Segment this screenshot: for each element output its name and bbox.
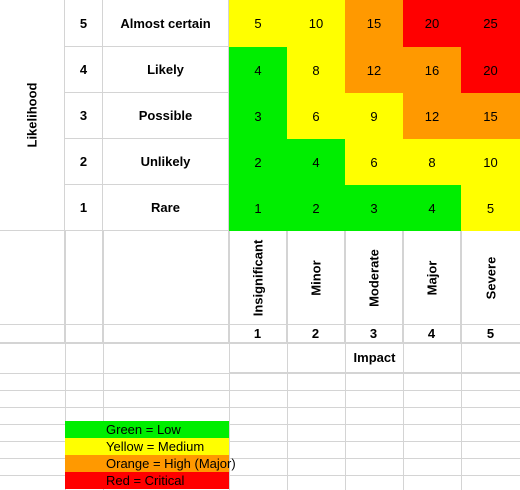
legend-swatch	[65, 472, 103, 489]
gridline-row	[0, 441, 520, 442]
risk-matrix: 5 10 15 20 25 4 8 12 16 20 3 6 9 12 15 2 4 6 8 10 1 2 3 4 5	[229, 0, 520, 231]
empty-cell	[103, 325, 229, 343]
gridline-col	[345, 231, 346, 490]
impact-label: Minor	[308, 259, 323, 296]
likelihood-axis-cell: Likelihood	[0, 0, 65, 231]
impact-number: 2	[287, 325, 345, 343]
risk-score-cell: 12	[345, 47, 403, 93]
risk-score-cell: 8	[403, 139, 461, 185]
gridline-col	[65, 231, 66, 490]
likelihood-number: 4	[65, 47, 103, 93]
gridline-row	[0, 407, 520, 408]
gridline-row	[0, 424, 520, 425]
legend-band	[103, 438, 229, 455]
risk-score-cell: 10	[461, 139, 520, 185]
gridline-col	[403, 231, 404, 490]
impact-label-cell: Insignificant	[229, 231, 287, 325]
gridline-row	[0, 373, 520, 374]
impact-axis-title: Impact	[353, 350, 396, 365]
likelihood-number: 2	[65, 139, 103, 185]
gridline-col	[229, 231, 230, 490]
gridline-col	[461, 231, 462, 490]
gridline-row	[0, 343, 520, 344]
risk-score-cell: 4	[229, 47, 287, 93]
empty-cell	[65, 231, 103, 325]
risk-score-cell: 10	[287, 0, 345, 47]
impact-label: Insignificant	[250, 239, 265, 316]
risk-score-cell: 3	[229, 93, 287, 139]
gridline-col	[287, 231, 288, 490]
likelihood-axis-title: Likelihood	[24, 82, 40, 148]
empty-cell	[0, 325, 65, 343]
risk-score-cell: 3	[345, 185, 403, 231]
likelihood-number: 5	[65, 0, 103, 47]
risk-score-cell: 1	[229, 185, 287, 231]
gridline-row	[0, 390, 520, 391]
risk-score-cell: 15	[461, 93, 520, 139]
legend-swatch	[65, 421, 103, 438]
gridline-col	[103, 231, 104, 490]
likelihood-label: Likely	[103, 47, 229, 93]
risk-score-cell: 6	[345, 139, 403, 185]
risk-score-cell: 6	[287, 93, 345, 139]
risk-score-cell: 12	[403, 93, 461, 139]
likelihood-number: 1	[65, 185, 103, 231]
risk-score-cell: 25	[461, 0, 520, 47]
risk-score-cell: 4	[403, 185, 461, 231]
empty-cell	[65, 325, 103, 343]
risk-score-cell: 16	[403, 47, 461, 93]
impact-label: Major	[424, 260, 439, 295]
risk-score-cell: 2	[229, 139, 287, 185]
risk-score-cell: 15	[345, 0, 403, 47]
risk-score-cell: 8	[287, 47, 345, 93]
impact-number: 4	[403, 325, 461, 343]
impact-label-cell: Severe	[461, 231, 520, 325]
risk-score-cell: 9	[345, 93, 403, 139]
likelihood-number: 3	[65, 93, 103, 139]
legend-label: Green = Low	[106, 422, 181, 437]
impact-label-cell: Moderate	[345, 231, 403, 325]
legend-band	[103, 455, 229, 472]
legend-band	[103, 421, 229, 438]
risk-score-cell: 2	[287, 185, 345, 231]
gridline-row	[0, 475, 520, 476]
impact-number: 3	[345, 325, 403, 343]
risk-score-cell: 5	[461, 185, 520, 231]
likelihood-label: Almost certain	[103, 0, 229, 47]
impact-label-cell: Minor	[287, 231, 345, 325]
legend-swatch	[65, 455, 103, 472]
impact-number: 1	[229, 325, 287, 343]
empty-cell	[103, 231, 229, 325]
impact-label-cell: Major	[403, 231, 461, 325]
risk-score-cell: 4	[287, 139, 345, 185]
impact-label: Moderate	[366, 248, 381, 307]
gridline-row	[0, 458, 520, 459]
legend-label: Yellow = Medium	[106, 439, 205, 454]
risk-score-cell: 5	[229, 0, 287, 47]
likelihood-label: Possible	[103, 93, 229, 139]
empty-cell	[0, 231, 65, 325]
impact-axis-title-cell: Impact	[229, 343, 520, 373]
legend-band	[103, 472, 229, 489]
impact-label: Severe	[483, 256, 498, 299]
impact-number: 5	[461, 325, 520, 343]
risk-score-cell: 20	[403, 0, 461, 47]
likelihood-label: Unlikely	[103, 139, 229, 185]
likelihood-label: Rare	[103, 185, 229, 231]
legend-label: Orange = High (Major)	[106, 456, 236, 471]
legend-label: Red = Critical	[106, 473, 185, 488]
risk-score-cell: 20	[461, 47, 520, 93]
legend-swatch	[65, 438, 103, 455]
